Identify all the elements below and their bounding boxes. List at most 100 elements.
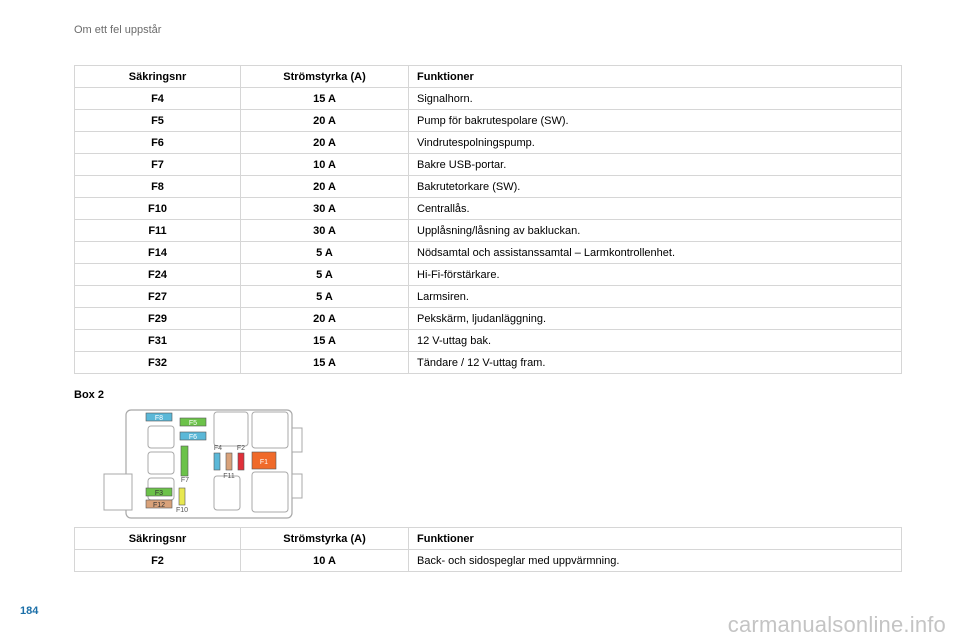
table-row: F2 10 A Back- och sidospeglar med uppvärmn… (74, 549, 902, 572)
table-row: F29 20 A Pekskärm, ljudanläggning. (74, 307, 902, 330)
column-header-functions: Funktioner (408, 527, 902, 550)
function-cell: Nödsamtal och assistanssamtal – Larmkont… (408, 241, 902, 264)
fuse-f8 (145, 412, 173, 422)
fuse-f10-label: F10 (176, 507, 188, 514)
fuse-f11 (225, 452, 233, 471)
amperage-cell: 15 A (240, 351, 409, 374)
amperage-cell: 15 A (240, 87, 409, 110)
fuse-f12-label: F12 (153, 502, 165, 509)
table-row: F14 5 A Nödsamtal och assistanssamtal – La… (74, 241, 902, 264)
amperage-cell: 20 A (240, 175, 409, 198)
right-tab-top (291, 427, 303, 453)
fuse-f10 (178, 487, 186, 506)
function-cell: Bakrutetorkare (SW). (408, 175, 902, 198)
function-cell: Pekskärm, ljudanläggning. (408, 307, 902, 330)
table-row: F10 30 A Centrallås. (74, 197, 902, 220)
fuse-f11-label: F11 (223, 473, 235, 480)
fuse-f4 (213, 452, 221, 471)
table-header-row: Säkringsnr Strömstyrka (A) Funktioner (74, 527, 902, 550)
fuse-number-cell: F14 (74, 241, 241, 264)
section-title: Om ett fel uppstår (74, 24, 162, 36)
fuse-number-cell: F31 (74, 329, 241, 352)
fuse-number-cell: F24 (74, 263, 241, 286)
amperage-cell: 5 A (240, 285, 409, 308)
fuse-f12 (145, 499, 173, 509)
function-cell: Hi-Fi-förstärkare. (408, 263, 902, 286)
function-cell: Larmsiren. (408, 285, 902, 308)
fuse-box-diagram: F8 F5 F6 F4 F2 F7 F11 F1 F3 F12 F10 (103, 409, 303, 519)
amperage-cell: 5 A (240, 241, 409, 264)
relay-slot (251, 411, 289, 449)
table-row: F8 20 A Bakrutetorkare (SW). (74, 175, 902, 198)
function-cell: 12 V-uttag bak. (408, 329, 902, 352)
amperage-cell: 20 A (240, 131, 409, 154)
fuse-number-cell: F27 (74, 285, 241, 308)
relay-slot (147, 451, 175, 475)
amperage-cell: 15 A (240, 329, 409, 352)
table-header-row: Säkringsnr Strömstyrka (A) Funktioner (74, 65, 902, 88)
table-row: F7 10 A Bakre USB-portar. (74, 153, 902, 176)
relay-slot (213, 475, 241, 511)
fuse-number-cell: F10 (74, 197, 241, 220)
fuse-f1 (251, 451, 277, 470)
relay-slot (251, 471, 289, 513)
function-cell: Bakre USB-portar. (408, 153, 902, 176)
amperage-cell: 20 A (240, 307, 409, 330)
table-row: F4 15 A Signalhorn. (74, 87, 902, 110)
function-cell: Vindrutespolningspump. (408, 131, 902, 154)
fuse-number-cell: F11 (74, 219, 241, 242)
column-header-fuse-number: Säkringsnr (74, 65, 241, 88)
column-header-functions: Funktioner (408, 65, 902, 88)
amperage-cell: 10 A (240, 153, 409, 176)
fuse-f1-label: F1 (260, 459, 268, 466)
relay-slot (147, 425, 175, 449)
fuse-table-box2: Säkringsnr Strömstyrka (A) Funktioner F2… (74, 527, 902, 572)
fuse-table-box1: Säkringsnr Strömstyrka (A) Funktioner F4… (74, 65, 902, 374)
watermark: carmanualsonline.info (727, 612, 946, 637)
function-cell: Signalhorn. (408, 87, 902, 110)
fuse-f5-label: F5 (189, 420, 197, 427)
fuse-f3-label: F3 (155, 490, 163, 497)
amperage-cell: 20 A (240, 109, 409, 132)
fuse-f5 (179, 417, 207, 427)
table-row: F6 20 A Vindrutespolningspump. (74, 131, 902, 154)
relay-slot (213, 411, 249, 447)
fuse-number-cell: F7 (74, 153, 241, 176)
fuse-number-cell: F2 (74, 549, 241, 572)
amperage-cell: 30 A (240, 197, 409, 220)
box-title: Box 2 (74, 389, 104, 401)
fuse-number-cell: F29 (74, 307, 241, 330)
fuse-number-cell: F32 (74, 351, 241, 374)
fuse-number-cell: F4 (74, 87, 241, 110)
column-header-amperage: Strömstyrka (A) (240, 527, 409, 550)
fuse-f6-label: F6 (189, 434, 197, 441)
amperage-cell: 30 A (240, 219, 409, 242)
function-cell: Back- och sidospeglar med uppvärmning. (408, 549, 902, 572)
fuse-f3 (145, 487, 173, 497)
fuse-f4-label: F4 (214, 445, 222, 452)
fuse-f2-label: F2 (237, 445, 245, 452)
amperage-cell: 5 A (240, 263, 409, 286)
left-connector (103, 473, 133, 511)
table-row: F5 20 A Pump för bakrutespolare (SW). (74, 109, 902, 132)
table-row: F27 5 A Larmsiren. (74, 285, 902, 308)
page-number: 184 (20, 605, 39, 617)
fuse-number-cell: F8 (74, 175, 241, 198)
column-header-amperage: Strömstyrka (A) (240, 65, 409, 88)
function-cell: Tändare / 12 V-uttag fram. (408, 351, 902, 374)
amperage-cell: 10 A (240, 549, 409, 572)
table-row: F31 15 A 12 V-uttag bak. (74, 329, 902, 352)
right-tab-bottom (291, 473, 303, 499)
function-cell: Pump för bakrutespolare (SW). (408, 109, 902, 132)
fuse-f7 (180, 445, 189, 477)
table-row: F11 30 A Upplåsning/låsning av bakluckan. (74, 219, 902, 242)
fuse-f7-label: F7 (181, 477, 189, 484)
fuse-f6 (179, 431, 207, 441)
table-row: F24 5 A Hi-Fi-förstärkare. (74, 263, 902, 286)
fuse-f8-label: F8 (155, 415, 163, 422)
function-cell: Upplåsning/låsning av bakluckan. (408, 219, 902, 242)
function-cell: Centrallås. (408, 197, 902, 220)
table-row: F32 15 A Tändare / 12 V-uttag fram. (74, 351, 902, 374)
column-header-fuse-number: Säkringsnr (74, 527, 241, 550)
fuse-f2 (237, 452, 245, 471)
